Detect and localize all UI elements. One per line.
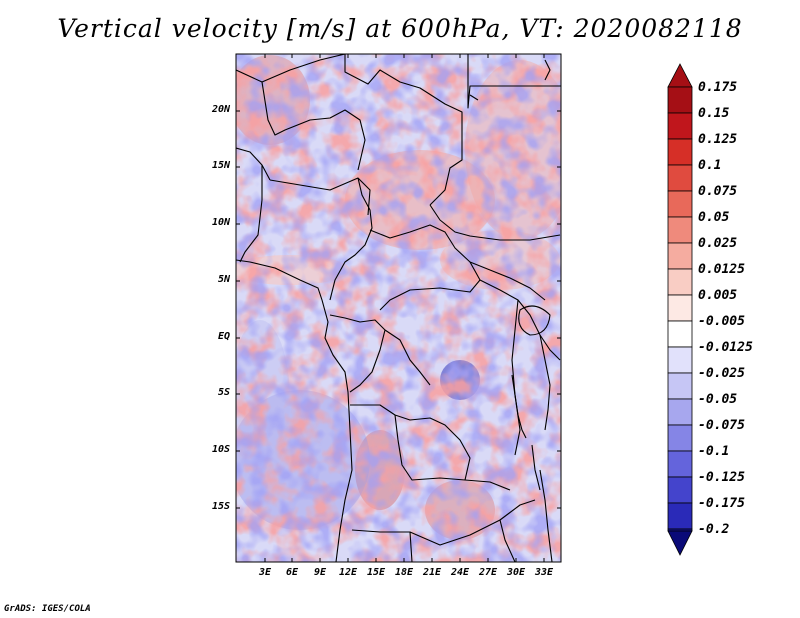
colorbar-swatch: [667, 476, 693, 504]
colorbar-swatch: [667, 346, 693, 374]
colorbar-label: 0.15: [698, 106, 730, 121]
y-tick-label: 10N: [211, 217, 230, 228]
footer-credit: GrADS: IGES/COLA: [4, 604, 91, 614]
colorbar-label: -0.125: [698, 470, 745, 485]
colorbar-swatch: [667, 372, 693, 400]
colorbar-label: 0.005: [698, 288, 738, 303]
y-tick-label: 5N: [217, 274, 230, 285]
colorbar-swatch: [667, 424, 693, 452]
y-tick-label: 20N: [211, 104, 230, 115]
colorbar-swatch: [667, 268, 693, 296]
colorbar-swatch: [667, 112, 693, 140]
x-tick-label: 21E: [422, 567, 442, 578]
x-tick-label: 27E: [478, 567, 498, 578]
colorbar-swatch: [667, 190, 693, 218]
x-tick-label: 15E: [366, 567, 386, 578]
colorbar-arrow-top: [667, 63, 693, 88]
x-tick-label: 24E: [450, 567, 470, 578]
x-tick-label: 9E: [313, 567, 327, 578]
colorbar-label: -0.075: [698, 418, 745, 433]
x-tick-label: 18E: [394, 567, 414, 578]
colorbar-label: -0.175: [698, 496, 745, 511]
colorbar-label: -0.005: [698, 314, 745, 329]
colorbar-label: -0.05: [698, 392, 738, 407]
y-tick-label: 10S: [211, 444, 230, 455]
y-tick-label: 15N: [211, 160, 230, 171]
colorbar-swatch: [667, 398, 693, 426]
y-tick-label: 5S: [217, 387, 230, 398]
colorbar-swatch: [667, 450, 693, 478]
colorbar-label: 0.125: [698, 132, 738, 147]
colorbar-swatch: [667, 164, 693, 192]
colorbar-label: 0.05: [698, 210, 730, 225]
y-tick-label: 15S: [211, 501, 230, 512]
colorbar-swatch: [667, 294, 693, 322]
colorbar: [667, 63, 693, 556]
colorbar-swatch: [667, 502, 693, 530]
x-tick-label: 30E: [506, 567, 526, 578]
x-tick-label: 3E: [258, 567, 272, 578]
x-tick-label: 6E: [285, 567, 299, 578]
colorbar-swatch: [667, 242, 693, 270]
colorbar-label: 0.0125: [698, 262, 745, 277]
y-tick-label: EQ: [217, 331, 230, 342]
colorbar-label: 0.025: [698, 236, 738, 251]
colorbar-label: 0.1: [698, 158, 722, 173]
colorbar-label: -0.2: [698, 522, 730, 537]
colorbar-label: 0.075: [698, 184, 738, 199]
colorbar-swatch: [667, 86, 693, 114]
colorbar-swatch: [667, 138, 693, 166]
colorbar-swatch: [667, 216, 693, 244]
colorbar-swatch: [667, 320, 693, 348]
colorbar-arrow-bottom: [667, 530, 693, 556]
colorbar-label: -0.025: [698, 366, 745, 381]
colorbar-label: -0.1: [698, 444, 730, 459]
colorbar-label: -0.0125: [698, 340, 753, 355]
x-tick-label: 33E: [534, 567, 554, 578]
colorbar-label: 0.175: [698, 80, 738, 95]
chart-title: Vertical velocity [m/s] at 600hPa, VT: 2…: [57, 14, 743, 43]
x-tick-label: 12E: [338, 567, 358, 578]
